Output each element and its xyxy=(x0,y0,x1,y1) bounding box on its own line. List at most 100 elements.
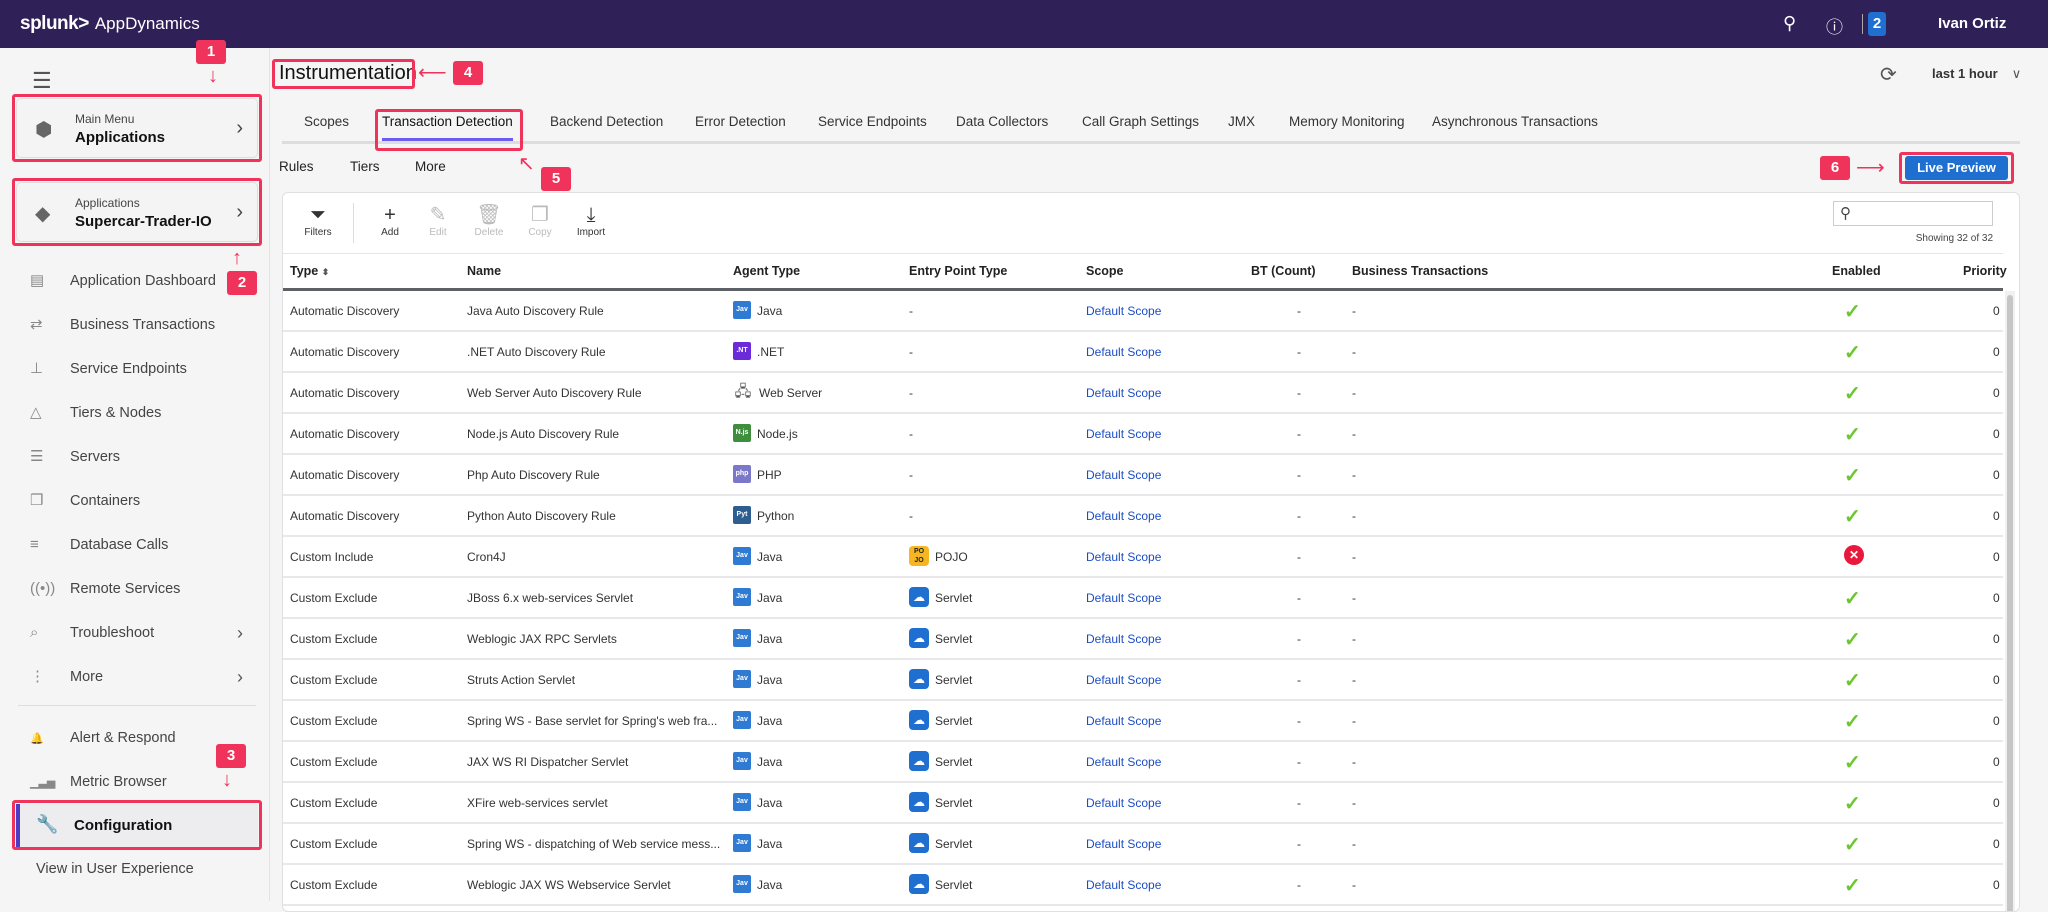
cell-enabled[interactable]: ✓ xyxy=(1844,750,1861,775)
cell-enabled[interactable]: ✓ xyxy=(1844,586,1861,611)
cell-name[interactable]: Cron4J xyxy=(467,550,506,564)
tab-data-collectors[interactable]: Data Collectors xyxy=(956,114,1048,129)
scope-link[interactable]: Default Scope xyxy=(1086,673,1161,687)
tab-error-detection[interactable]: Error Detection xyxy=(695,114,786,129)
table-row[interactable]: Automatic Discovery Java Auto Discovery … xyxy=(283,291,2003,332)
table-row[interactable]: Automatic Discovery Web Server Auto Disc… xyxy=(283,373,2003,414)
cell-enabled[interactable]: ✓ xyxy=(1844,791,1861,816)
scrollbar-thumb[interactable] xyxy=(2007,295,2013,912)
cell-enabled[interactable]: ✓ xyxy=(1844,463,1861,488)
scope-link[interactable]: Default Scope xyxy=(1086,304,1161,318)
refresh-icon[interactable]: ⟳ xyxy=(1880,62,1897,87)
sidebar-item-business-transactions[interactable]: ⇄Business Transactions xyxy=(30,310,255,340)
column-agent-type[interactable]: Agent Type xyxy=(733,264,800,278)
cell-name[interactable]: Struts Action Servlet xyxy=(467,673,575,687)
scope-link[interactable]: Default Scope xyxy=(1086,837,1161,851)
cell-name[interactable]: Web Server Auto Discovery Rule xyxy=(467,386,642,400)
table-row[interactable]: Automatic Discovery .NET Auto Discovery … xyxy=(283,332,2003,373)
cell-name[interactable]: Php Auto Discovery Rule xyxy=(467,468,600,482)
column-enabled[interactable]: Enabled xyxy=(1832,264,1881,278)
cell-enabled[interactable]: ✓ xyxy=(1844,381,1861,406)
sidebar-item-containers[interactable]: ❒Containers xyxy=(30,486,255,516)
tab-call-graph-settings[interactable]: Call Graph Settings xyxy=(1082,114,1199,129)
table-row[interactable]: Custom Exclude Weblogic JAX WS Webservic… xyxy=(283,865,2003,906)
sidebar-item-more[interactable]: ⋮More› xyxy=(30,662,255,692)
import-button[interactable]: ⤓Import xyxy=(566,203,616,238)
app-logo[interactable]: splunk>AppDynamics xyxy=(20,13,200,35)
scope-link[interactable]: Default Scope xyxy=(1086,386,1161,400)
tab-jmx[interactable]: JMX xyxy=(1228,114,1255,129)
cell-name[interactable]: Python Auto Discovery Rule xyxy=(467,509,616,523)
table-row[interactable]: Custom Exclude Weblogic JAX RPC Servlets… xyxy=(283,619,2003,660)
scope-link[interactable]: Default Scope xyxy=(1086,427,1161,441)
cell-enabled[interactable]: ✓ xyxy=(1844,422,1861,447)
cell-name[interactable]: Spring WS - dispatching of Web service m… xyxy=(467,837,720,851)
cell-name[interactable]: Weblogic JAX WS Webservice Servlet xyxy=(467,878,671,892)
table-scrollbar[interactable] xyxy=(2005,291,2015,912)
scope-link[interactable]: Default Scope xyxy=(1086,796,1161,810)
scope-link[interactable]: Default Scope xyxy=(1086,550,1161,564)
search-icon[interactable]: ⚲ xyxy=(1783,13,1796,34)
cell-enabled[interactable]: ✓ xyxy=(1844,709,1861,734)
sidebar-item-application-dashboard[interactable]: ▤Application Dashboard xyxy=(30,266,255,296)
scope-link[interactable]: Default Scope xyxy=(1086,878,1161,892)
add-button[interactable]: +Add xyxy=(365,203,415,238)
table-row[interactable]: Custom Include Cron4J JavJava POJOPOJO D… xyxy=(283,537,2003,578)
cell-name[interactable]: Weblogic JAX RPC Servlets xyxy=(467,632,617,646)
copy-button[interactable]: ❐Copy xyxy=(515,203,565,238)
table-row[interactable]: Custom Exclude Struts Action Servlet Jav… xyxy=(283,660,2003,701)
table-row[interactable]: Custom Exclude XFire web-services servle… xyxy=(283,783,2003,824)
column-entry-point-type[interactable]: Entry Point Type xyxy=(909,264,1007,278)
sidebar-item-database-calls[interactable]: ≡Database Calls xyxy=(30,530,255,560)
search-input[interactable]: ⚲ xyxy=(1833,201,1993,226)
scope-link[interactable]: Default Scope xyxy=(1086,714,1161,728)
cell-name[interactable]: .NET Auto Discovery Rule xyxy=(467,345,606,359)
cell-name[interactable]: JAX WS RI Dispatcher Servlet xyxy=(467,755,628,769)
scope-link[interactable]: Default Scope xyxy=(1086,468,1161,482)
cell-enabled[interactable]: ✓ xyxy=(1844,299,1861,324)
scope-link[interactable]: Default Scope xyxy=(1086,632,1161,646)
time-range-selector[interactable]: last 1 hour∨ xyxy=(1932,66,2021,82)
scope-link[interactable]: Default Scope xyxy=(1086,345,1161,359)
scope-link[interactable]: Default Scope xyxy=(1086,591,1161,605)
table-row[interactable]: Automatic Discovery Python Auto Discover… xyxy=(283,496,2003,537)
subtab-rules[interactable]: Rules xyxy=(279,159,314,174)
cell-name[interactable]: JBoss 6.x web-services Servlet xyxy=(467,591,633,605)
column-business-transactions[interactable]: Business Transactions xyxy=(1352,264,1488,278)
column-scope[interactable]: Scope xyxy=(1086,264,1124,278)
table-row[interactable]: Custom Exclude JBoss 6.x web-services Se… xyxy=(283,578,2003,619)
table-row[interactable]: Automatic Discovery Node.js Auto Discove… xyxy=(283,414,2003,455)
sidebar-item-servers[interactable]: ☰Servers xyxy=(30,442,255,472)
delete-button[interactable]: 🗑Delete xyxy=(464,203,514,238)
cell-enabled[interactable]: ✓ xyxy=(1844,627,1861,652)
column-type[interactable]: Type ⬍ xyxy=(290,264,329,278)
subtab-tiers[interactable]: Tiers xyxy=(350,159,380,174)
cell-enabled[interactable]: ✓ xyxy=(1844,504,1861,529)
tab-service-endpoints[interactable]: Service Endpoints xyxy=(818,114,927,129)
subtab-more[interactable]: More xyxy=(415,159,446,174)
column-name[interactable]: Name xyxy=(467,264,501,278)
tab-scopes[interactable]: Scopes xyxy=(304,114,349,129)
cell-enabled[interactable]: ✓ xyxy=(1844,832,1861,857)
notification-badge[interactable]: 2 xyxy=(1868,12,1886,36)
cell-enabled[interactable]: ✕ xyxy=(1844,545,1864,565)
table-row[interactable]: Custom Exclude Spring WS - Base servlet … xyxy=(283,701,2003,742)
column-priority[interactable]: Priority xyxy=(1963,264,2007,278)
help-icon[interactable]: ⓘ xyxy=(1826,13,1843,38)
cell-enabled[interactable]: ✓ xyxy=(1844,340,1861,365)
tab-backend-detection[interactable]: Backend Detection xyxy=(550,114,663,129)
sidebar-item-troubleshoot[interactable]: ⌕Troubleshoot› xyxy=(30,618,255,648)
table-row[interactable]: Custom Exclude Spring WS - dispatching o… xyxy=(283,824,2003,865)
table-row[interactable]: Automatic Discovery Php Auto Discovery R… xyxy=(283,455,2003,496)
filters-button[interactable]: ⏷Filters xyxy=(293,203,343,238)
hamburger-menu-icon[interactable]: ☰ xyxy=(32,68,52,94)
user-menu[interactable]: Ivan Ortiz xyxy=(1938,15,2006,32)
cell-name[interactable]: Node.js Auto Discovery Rule xyxy=(467,427,619,441)
sidebar-item-tiers-nodes[interactable]: △Tiers & Nodes xyxy=(30,398,255,428)
scope-link[interactable]: Default Scope xyxy=(1086,509,1161,523)
edit-button[interactable]: ✎Edit xyxy=(413,203,463,238)
cell-name[interactable]: XFire web-services servlet xyxy=(467,796,608,810)
cell-name[interactable]: Spring WS - Base servlet for Spring's we… xyxy=(467,714,717,728)
column-bt-count[interactable]: BT (Count) xyxy=(1251,264,1316,278)
sidebar-item-remote-services[interactable]: ((•))Remote Services xyxy=(30,574,255,604)
